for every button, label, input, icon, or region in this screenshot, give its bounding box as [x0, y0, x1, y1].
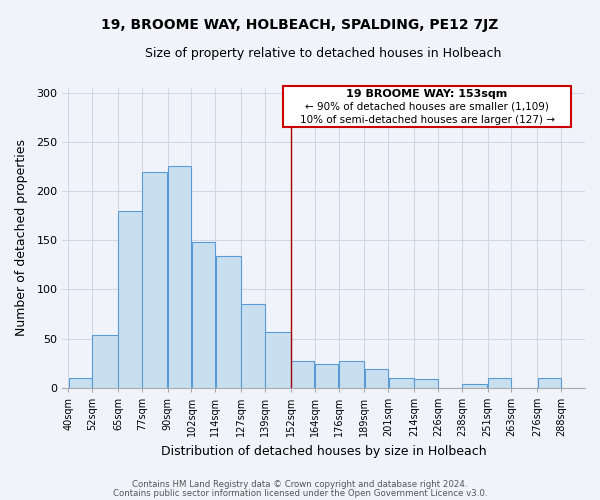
- Text: Contains HM Land Registry data © Crown copyright and database right 2024.: Contains HM Land Registry data © Crown c…: [132, 480, 468, 489]
- Bar: [265, 332, 290, 388]
- Bar: [68, 378, 92, 388]
- Title: Size of property relative to detached houses in Holbeach: Size of property relative to detached ho…: [145, 48, 502, 60]
- Bar: [315, 364, 338, 388]
- Bar: [118, 211, 142, 388]
- Text: ← 90% of detached houses are smaller (1,109): ← 90% of detached houses are smaller (1,…: [305, 102, 549, 112]
- Bar: [462, 384, 487, 388]
- Bar: [488, 378, 511, 388]
- Bar: [168, 166, 191, 388]
- Text: 19 BROOME WAY: 153sqm: 19 BROOME WAY: 153sqm: [346, 89, 508, 99]
- Text: 10% of semi-detached houses are larger (127) →: 10% of semi-detached houses are larger (…: [299, 114, 554, 124]
- X-axis label: Distribution of detached houses by size in Holbeach: Distribution of detached houses by size …: [161, 444, 487, 458]
- Bar: [241, 304, 265, 388]
- Bar: [92, 334, 118, 388]
- Bar: [142, 172, 167, 388]
- Text: Contains public sector information licensed under the Open Government Licence v3: Contains public sector information licen…: [113, 489, 487, 498]
- Bar: [339, 361, 364, 388]
- Bar: [389, 378, 414, 388]
- Bar: [538, 378, 561, 388]
- Bar: [365, 369, 388, 388]
- Bar: [192, 242, 215, 388]
- Text: 19, BROOME WAY, HOLBEACH, SPALDING, PE12 7JZ: 19, BROOME WAY, HOLBEACH, SPALDING, PE12…: [101, 18, 499, 32]
- Bar: [415, 379, 437, 388]
- FancyBboxPatch shape: [283, 86, 571, 128]
- Bar: [291, 361, 314, 388]
- Bar: [215, 256, 241, 388]
- Y-axis label: Number of detached properties: Number of detached properties: [15, 140, 28, 336]
